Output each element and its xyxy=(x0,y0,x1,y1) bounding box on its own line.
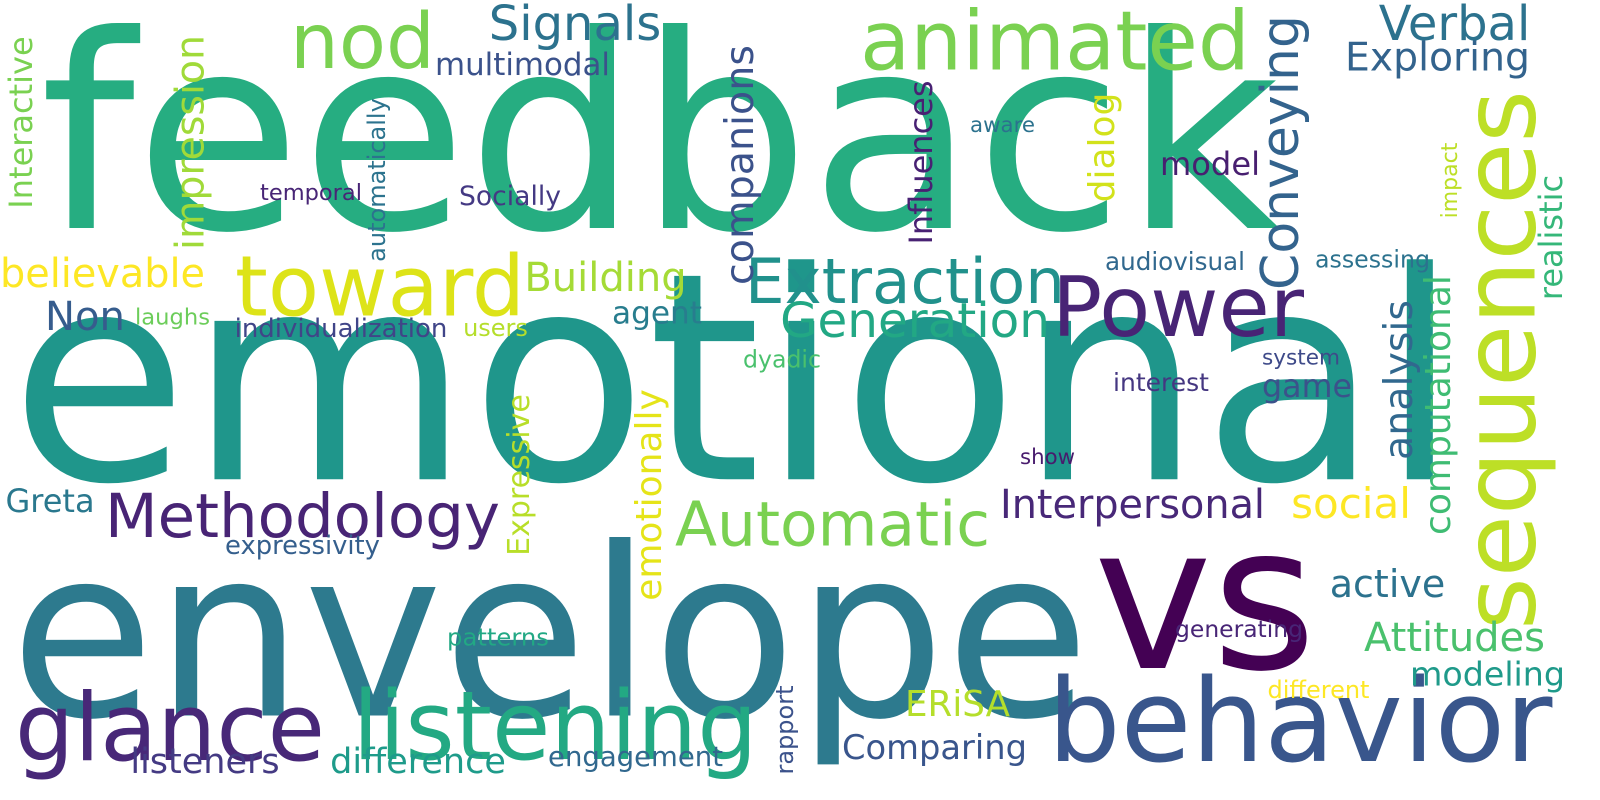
word-rapport: rapport xyxy=(771,685,799,775)
word-glance: glance xyxy=(15,672,325,782)
word-sequences: sequences xyxy=(1440,90,1559,630)
word-dialog: dialog xyxy=(1082,92,1123,203)
word-vs: vs xyxy=(1093,483,1317,716)
word-expressive: Expressive xyxy=(502,394,537,556)
word-patterns: patterns xyxy=(447,622,549,652)
word-temporal: temporal xyxy=(260,180,362,207)
word-realistic: realistic xyxy=(1532,174,1570,301)
word-active: active xyxy=(1329,562,1446,606)
word-computational: computational xyxy=(1417,275,1459,535)
word-verbal: Verbal xyxy=(1378,0,1531,52)
word-companions: companions xyxy=(717,45,764,285)
word-feedback: feedback xyxy=(40,0,1280,293)
word-building: Building xyxy=(524,255,687,301)
word-interest: interest xyxy=(1113,368,1209,397)
word-automatic: Automatic xyxy=(675,489,990,561)
word-interactive: Interactive xyxy=(2,36,40,209)
word-multimodal: multimodal xyxy=(435,47,610,84)
word-envelope: envelope xyxy=(10,498,1090,772)
word-signals: Signals xyxy=(488,0,662,52)
word-toward: toward xyxy=(235,237,525,336)
word-non: Non xyxy=(45,293,125,340)
word-expressivity: expressivity xyxy=(225,531,380,562)
word-interpersonal: Interpersonal xyxy=(1000,482,1265,529)
word-greta: Greta xyxy=(5,482,95,520)
word-comparing: Comparing xyxy=(842,728,1027,768)
word-agent: agent xyxy=(612,295,702,332)
word-assessing: assessing xyxy=(1315,245,1430,274)
word-aware: aware xyxy=(970,112,1035,138)
word-believable: believable xyxy=(0,251,205,298)
word-different: different xyxy=(1267,676,1370,704)
word-impact: impact xyxy=(1438,142,1463,219)
word-erisa: ERiSA xyxy=(905,684,1010,726)
word-laughs: laughs xyxy=(135,304,210,331)
word-behavior: behavior xyxy=(1047,655,1553,789)
word-socially: Socially xyxy=(459,181,561,213)
word-system: system xyxy=(1262,345,1340,371)
word-audiovisual: audiovisual xyxy=(1105,247,1245,277)
word-show: show xyxy=(1020,444,1075,470)
word-impression: impression xyxy=(167,35,214,250)
word-individualization: individualization xyxy=(234,314,448,344)
word-social: social xyxy=(1291,479,1411,528)
word-methodology: Methodology xyxy=(105,481,500,553)
word-influences: Influences xyxy=(902,80,940,245)
word-modeling: modeling xyxy=(1410,654,1565,694)
word-power: Power xyxy=(1052,258,1304,356)
word-emotionally: emotionally xyxy=(629,389,670,601)
word-dyadic: dyadic xyxy=(743,345,821,374)
word-conveying: Conveying xyxy=(1251,15,1311,290)
word-difference: difference xyxy=(330,742,506,782)
word-game: game xyxy=(1262,369,1352,406)
word-listeners: listeners xyxy=(130,742,280,782)
word-generating: generating xyxy=(1175,614,1303,643)
word-listening: listening xyxy=(352,672,758,782)
word-analysis: analysis xyxy=(1376,300,1423,460)
word-automatically: automatically xyxy=(363,98,391,262)
word-engagement: engagement xyxy=(548,740,723,773)
word-extraction: Extraction xyxy=(745,245,1065,319)
word-emotional: emotional xyxy=(10,211,1460,549)
word-exploring: Exploring xyxy=(1345,35,1530,81)
word-animated: animated xyxy=(860,0,1250,90)
word-generation: Generation xyxy=(780,292,1050,349)
word-model: model xyxy=(1160,144,1260,183)
word-nod: nod xyxy=(290,0,435,87)
word-users: users xyxy=(463,314,528,342)
word-attitudes: Attitudes xyxy=(1363,615,1546,661)
